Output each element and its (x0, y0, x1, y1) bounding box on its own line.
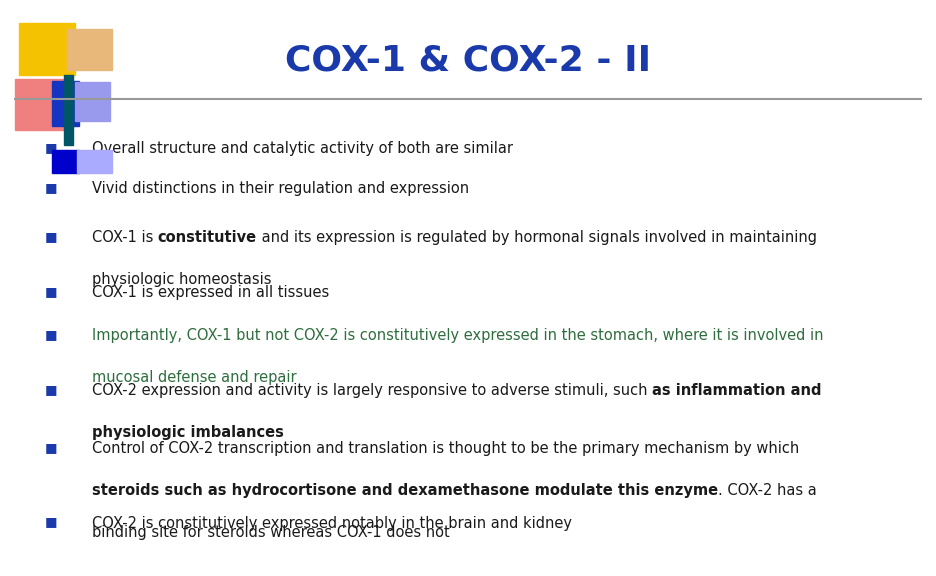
Text: ■: ■ (45, 285, 58, 298)
Text: COX-1 is expressed in all tissues: COX-1 is expressed in all tissues (92, 285, 329, 300)
Text: Importantly, COX-1 but not COX-2 is constitutively expressed in the stomach, whe: Importantly, COX-1 but not COX-2 is cons… (92, 328, 824, 343)
Text: ■: ■ (45, 441, 58, 454)
Text: steroids such as hydrocortisone and dexamethasone modulate this enzyme: steroids such as hydrocortisone and dexa… (92, 483, 718, 498)
Text: Control of COX-2 transcription and translation is thought to be the primary mech: Control of COX-2 transcription and trans… (92, 441, 799, 456)
Text: Overall structure and catalytic activity of both are similar: Overall structure and catalytic activity… (92, 141, 513, 156)
Text: physiologic imbalances: physiologic imbalances (92, 425, 284, 440)
Text: binding site for steroids whereas COX-1 does not: binding site for steroids whereas COX-1 … (92, 525, 449, 540)
Text: COX-1 & COX-2 - II: COX-1 & COX-2 - II (285, 43, 651, 78)
Bar (15, 79, 66, 130)
Text: COX-2 is constitutively expressed notably in the brain and kidney: COX-2 is constitutively expressed notabl… (92, 516, 572, 530)
Text: ■: ■ (45, 516, 58, 529)
Bar (75, 82, 110, 121)
Text: ■: ■ (45, 230, 58, 244)
Text: constitutive: constitutive (158, 230, 256, 245)
Text: mucosal defense and repair: mucosal defense and repair (92, 370, 297, 385)
Bar (52, 150, 79, 173)
Text: physiologic homeostasis: physiologic homeostasis (92, 272, 271, 287)
Text: ■: ■ (45, 141, 58, 154)
Text: as inflammation and: as inflammation and (651, 383, 822, 398)
Bar (77, 150, 112, 173)
Text: ■: ■ (45, 383, 58, 396)
Bar (64, 75, 73, 145)
Text: COX-2 expression and activity is largely responsive to adverse stimuli, such: COX-2 expression and activity is largely… (92, 383, 651, 398)
Bar (19, 23, 75, 75)
Bar (67, 29, 112, 70)
Text: Vivid distinctions in their regulation and expression: Vivid distinctions in their regulation a… (92, 181, 469, 196)
Bar (52, 81, 79, 126)
Text: COX-1 is: COX-1 is (92, 230, 158, 245)
Text: and its expression is regulated by hormonal signals involved in maintaining: and its expression is regulated by hormo… (256, 230, 817, 245)
Text: ■: ■ (45, 181, 58, 195)
Text: . COX-2 has a: . COX-2 has a (718, 483, 816, 498)
Text: ■: ■ (45, 328, 58, 342)
